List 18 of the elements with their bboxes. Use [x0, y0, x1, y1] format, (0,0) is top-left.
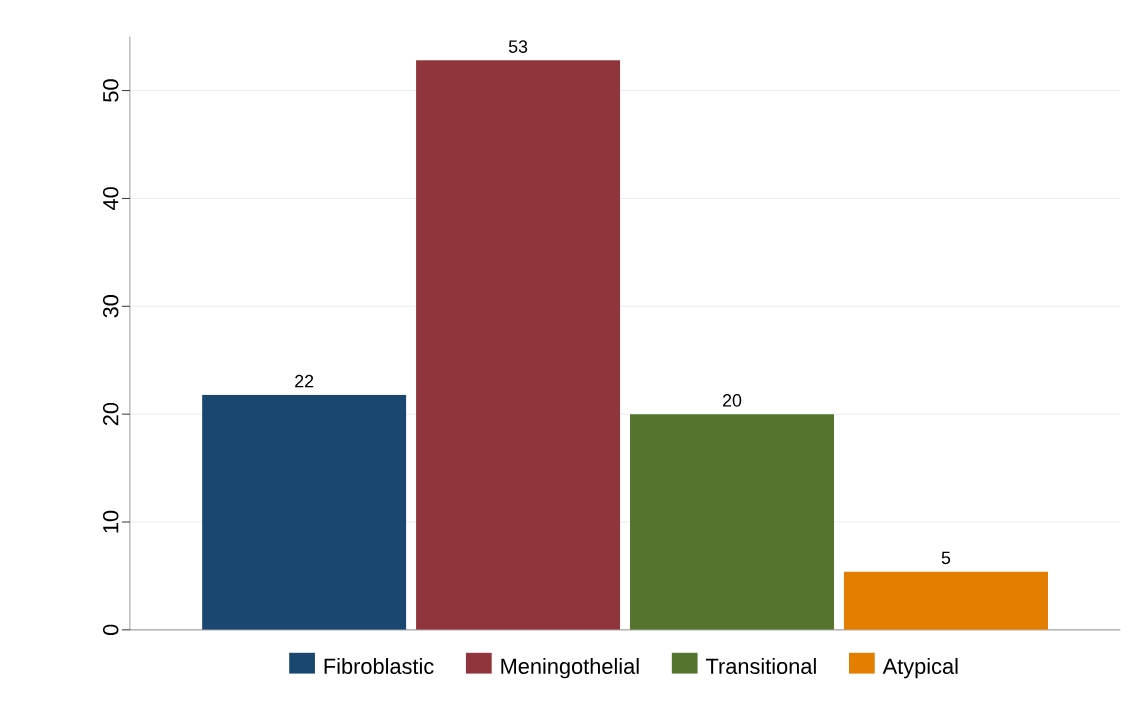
bar	[843, 571, 1048, 630]
bar	[630, 414, 835, 630]
y-tick-label: 0	[102, 624, 119, 636]
bar	[416, 60, 621, 630]
y-tick-label: 10	[102, 510, 119, 533]
y-tick-label: 40	[102, 187, 119, 211]
bar	[202, 394, 407, 630]
y-tick-label: 50	[102, 79, 119, 102]
data-label: 53	[508, 40, 528, 53]
y-tick-label: 30	[102, 295, 119, 318]
legend-label: Meningothelial	[501, 658, 639, 679]
y-tick-label: 20	[102, 402, 119, 426]
data-label: 20	[723, 394, 742, 407]
legend-label: Fibroblastic	[324, 658, 434, 675]
legend-label: Atypical	[882, 658, 958, 679]
data-label: 5	[941, 551, 951, 565]
legend-label: Transitional	[705, 658, 816, 675]
data-label: 22	[295, 374, 314, 388]
